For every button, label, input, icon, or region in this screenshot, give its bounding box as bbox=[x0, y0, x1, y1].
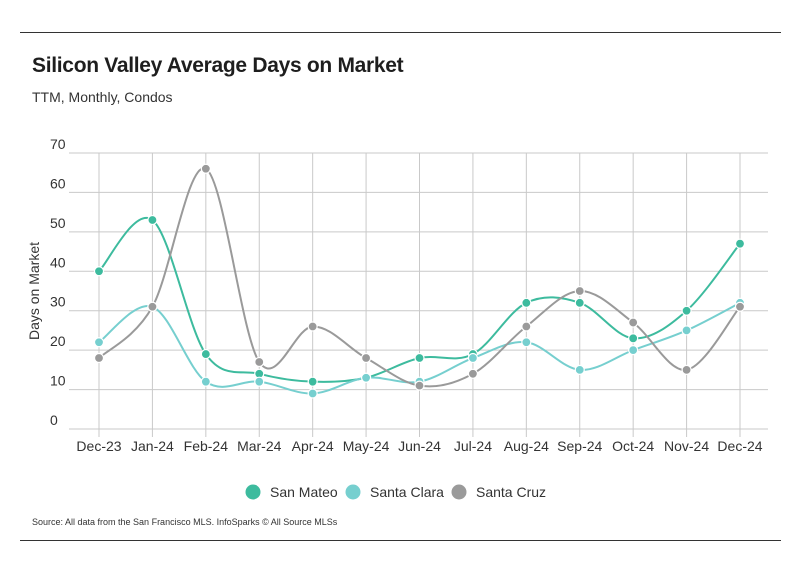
y-axis-ticks: 0 10 20 30 40 50 60 70 bbox=[50, 136, 66, 428]
source-note: Source: All data from the San Francisco … bbox=[32, 517, 338, 527]
data-point-san-mateo bbox=[574, 297, 585, 308]
legend: San Mateo Santa Clara Santa Cruz bbox=[245, 484, 546, 500]
x-tick-label: Dec-24 bbox=[717, 438, 762, 454]
data-point-santa-clara bbox=[200, 376, 211, 387]
data-point-santa-cruz bbox=[681, 364, 692, 375]
data-point-santa-cruz bbox=[467, 368, 479, 379]
data-point-santa-clara bbox=[628, 345, 639, 356]
y-tick-label: 70 bbox=[50, 136, 66, 152]
data-point-santa-cruz bbox=[93, 352, 105, 364]
data-point-santa-cruz bbox=[414, 380, 425, 391]
x-tick-label: Feb-24 bbox=[184, 438, 229, 454]
x-tick-label: Nov-24 bbox=[664, 438, 709, 454]
chart-subtitle: TTM, Monthly, Condos bbox=[32, 89, 173, 105]
data-point-san-mateo bbox=[93, 266, 105, 277]
data-point-santa-cruz bbox=[734, 301, 746, 312]
y-tick-label: 40 bbox=[50, 254, 66, 270]
x-tick-label: Jul-24 bbox=[454, 438, 492, 454]
legend-marker bbox=[345, 484, 361, 500]
data-point-santa-cruz bbox=[521, 321, 532, 332]
data-point-santa-cruz bbox=[360, 352, 372, 364]
data-point-san-mateo bbox=[681, 305, 692, 316]
grid-lines bbox=[69, 152, 768, 437]
x-tick-label: Jun-24 bbox=[398, 438, 441, 454]
data-point-san-mateo bbox=[307, 376, 318, 387]
x-tick-label: Mar-24 bbox=[237, 438, 282, 454]
data-point-santa-clara bbox=[521, 337, 532, 348]
y-tick-label: 10 bbox=[50, 373, 66, 389]
data-point-santa-clara bbox=[681, 325, 692, 336]
data-point-san-mateo bbox=[200, 348, 211, 360]
data-point-santa-cruz bbox=[628, 317, 639, 328]
data-point-san-mateo bbox=[147, 214, 158, 226]
legend-label: Santa Cruz bbox=[476, 484, 546, 500]
x-tick-label: Dec-23 bbox=[76, 438, 121, 454]
x-tick-label: Sep-24 bbox=[557, 438, 602, 454]
data-point-san-mateo bbox=[734, 238, 746, 249]
data-point-santa-cruz bbox=[254, 356, 265, 368]
y-tick-label: 60 bbox=[50, 175, 66, 191]
y-axis-label: Days on Market bbox=[26, 242, 42, 340]
y-tick-label: 50 bbox=[50, 215, 66, 231]
data-point-santa-clara bbox=[254, 376, 265, 387]
y-tick-label: 0 bbox=[50, 412, 58, 428]
bottom-rule bbox=[20, 540, 781, 541]
x-tick-label: Oct-24 bbox=[612, 438, 654, 454]
data-point-santa-clara bbox=[307, 388, 318, 399]
chart-title: Silicon Valley Average Days on Market bbox=[32, 54, 404, 77]
x-tick-label: Apr-24 bbox=[292, 438, 334, 454]
legend-item-san-mateo: San Mateo bbox=[245, 484, 338, 500]
series-santa-cruz bbox=[93, 163, 746, 391]
data-point-san-mateo bbox=[628, 333, 639, 344]
data-point-santa-cruz bbox=[147, 301, 158, 312]
data-point-santa-clara bbox=[574, 364, 585, 375]
legend-marker bbox=[245, 484, 261, 500]
data-point-san-mateo bbox=[521, 297, 532, 308]
legend-item-santa-clara: Santa Clara bbox=[345, 484, 444, 500]
y-tick-label: 20 bbox=[50, 333, 66, 349]
x-tick-label: Jan-24 bbox=[131, 438, 174, 454]
x-tick-label: Aug-24 bbox=[504, 438, 549, 454]
data-point-santa-clara bbox=[93, 337, 105, 348]
top-rule bbox=[20, 32, 781, 33]
y-tick-label: 30 bbox=[50, 294, 66, 310]
legend-label: Santa Clara bbox=[370, 484, 444, 500]
data-point-santa-clara bbox=[360, 372, 372, 383]
x-axis-ticks: Dec-23 Jan-24 Feb-24 Mar-24 Apr-24 May-24 Jun-… bbox=[76, 438, 762, 454]
data-point-santa-cruz bbox=[200, 163, 211, 174]
x-tick-label: May-24 bbox=[343, 438, 390, 454]
data-point-santa-cruz bbox=[307, 321, 318, 332]
legend-label: San Mateo bbox=[270, 484, 338, 500]
legend-marker bbox=[451, 484, 467, 500]
legend-item-santa-cruz: Santa Cruz bbox=[451, 484, 546, 500]
data-point-santa-clara bbox=[467, 352, 479, 364]
data-point-santa-cruz bbox=[574, 285, 585, 297]
data-point-san-mateo bbox=[414, 352, 425, 364]
series-group bbox=[93, 163, 746, 399]
